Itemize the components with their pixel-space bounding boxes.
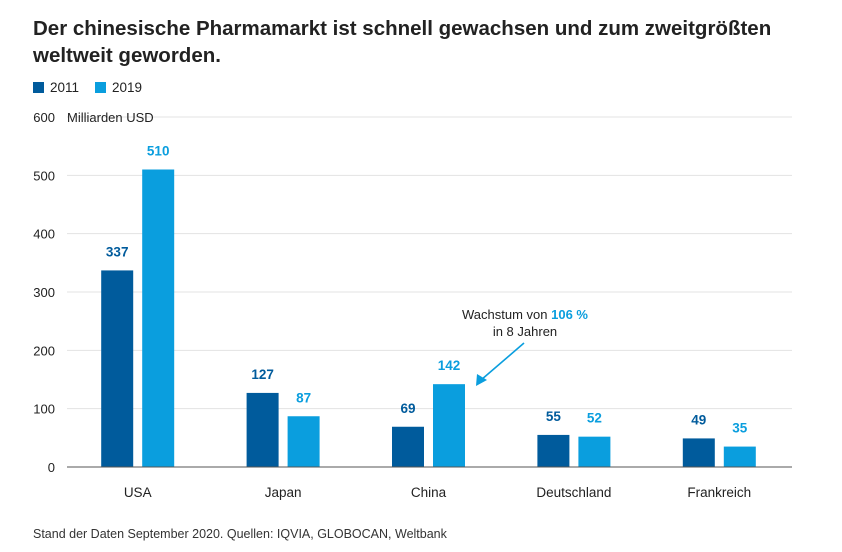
y-tick-label-0: 0 [48,460,55,475]
data-label-japan-2019: 87 [296,390,311,405]
bar-china-2019 [433,384,465,467]
source-footnote: Stand der Daten September 2020. Quellen:… [33,527,447,541]
data-label-usa-2019: 510 [147,144,170,159]
legend-item-2011: 2011 [33,80,79,95]
annotation-line2: in 8 Jahren [493,324,557,339]
bar-usa-2019 [142,169,175,467]
data-label-frankreich-2011: 49 [691,412,706,427]
data-label-china-2019: 142 [438,358,461,373]
data-label-deutschland-2011: 55 [546,409,562,424]
data-label-japan-2011: 127 [251,367,274,382]
bar-japan-2019 [287,416,320,467]
data-label-deutschland-2019: 52 [587,411,602,426]
bar-deutschland-2019 [578,436,611,467]
y-tick-label-300: 300 [33,285,55,300]
y-tick-label-400: 400 [33,227,55,242]
category-label-frankreich: Frankreich [687,485,751,500]
legend-swatch-2011 [33,82,44,93]
bar-frankreich-2011 [682,438,715,467]
category-label-deutschland: Deutschland [536,485,611,500]
legend-item-2019: 2019 [95,80,142,95]
annotation-arrow-line [480,342,525,381]
y-axis-ticks: 0 100 200 300 400 500 600 [33,110,55,475]
annotation-highlight: 106 % [551,307,588,322]
gridlines [67,116,792,410]
data-label-usa-2011: 337 [106,244,129,259]
legend-swatch-2019 [95,82,107,93]
chart-title: Der chinesische Pharmamarkt ist schnell … [33,17,772,67]
bar-frankreich-2019 [723,446,756,467]
data-labels: 337 510 127 87 69 142 55 52 49 35 [106,144,748,436]
bar-china-2011 [392,426,424,467]
y-tick-label-100: 100 [33,402,55,417]
category-label-japan: Japan [265,485,302,500]
annotation-arrow-head [476,374,487,386]
category-labels: USA Japan China Deutschland Frankreich [124,485,751,500]
bar-usa-2011 [101,270,134,467]
bar-japan-2011 [246,392,279,467]
y-axis-label: Milliarden USD [67,110,154,125]
y-tick-label-600: 600 [33,110,55,125]
category-label-china: China [411,485,447,500]
annotation-line1: Wachstum von 106 % [462,307,588,322]
legend-label-2019: 2019 [112,80,143,95]
legend-label-2011: 2011 [50,80,80,95]
bars [101,169,756,467]
data-label-china-2011: 69 [400,401,415,416]
legend: 2011 2019 [33,80,142,95]
y-tick-label-200: 200 [33,343,55,358]
category-label-usa: USA [124,485,152,500]
growth-annotation: Wachstum von 106 % in 8 Jahren [462,307,588,386]
annotation-prefix: Wachstum von [462,307,551,322]
data-label-frankreich-2019: 35 [732,421,748,436]
y-tick-label-500: 500 [33,168,55,183]
bar-deutschland-2011 [537,434,570,467]
